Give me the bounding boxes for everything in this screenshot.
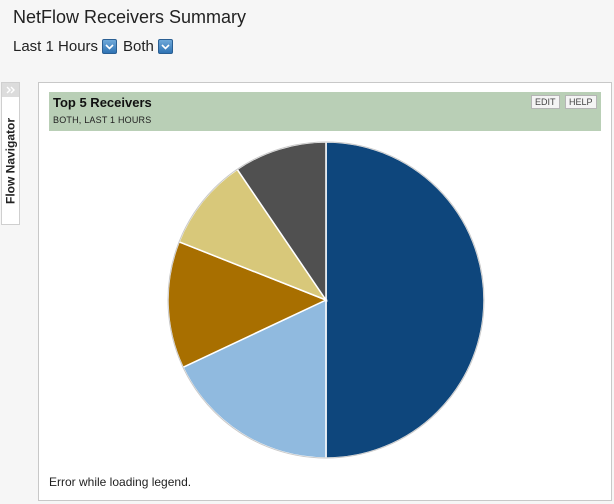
help-button[interactable]: HELP <box>565 95 597 109</box>
time-range-dropdown[interactable]: Last 1 Hours <box>13 38 118 55</box>
direction-label: Both <box>123 38 154 55</box>
filter-bar: Last 1 Hours Both <box>13 38 173 55</box>
page-title: NetFlow Receivers Summary <box>13 7 247 27</box>
chevron-down-icon[interactable] <box>102 39 118 54</box>
flow-navigator-tab[interactable]: Flow Navigator <box>1 82 20 225</box>
chevron-down-icon[interactable] <box>157 39 173 54</box>
flow-navigator-label: Flow Navigator <box>3 118 18 205</box>
resource-header: Top 5 Receivers BOTH, LAST 1 HOURS EDIT … <box>49 92 601 131</box>
pie-outline <box>167 141 485 459</box>
edit-button[interactable]: EDIT <box>531 95 560 109</box>
direction-dropdown[interactable]: Both <box>123 38 173 55</box>
legend-error-message: Error while loading legend. <box>49 475 192 489</box>
pie-slice-1[interactable] <box>325 141 485 459</box>
resource-title: Top 5 Receivers <box>53 95 152 110</box>
time-range-label: Last 1 Hours <box>13 38 99 55</box>
top-receivers-resource: Top 5 Receivers BOTH, LAST 1 HOURS EDIT … <box>38 82 612 501</box>
top-receivers-pie-chart <box>167 141 485 459</box>
double-chevron-right-icon[interactable] <box>2 83 19 97</box>
resource-subtitle: BOTH, LAST 1 HOURS <box>53 115 152 125</box>
